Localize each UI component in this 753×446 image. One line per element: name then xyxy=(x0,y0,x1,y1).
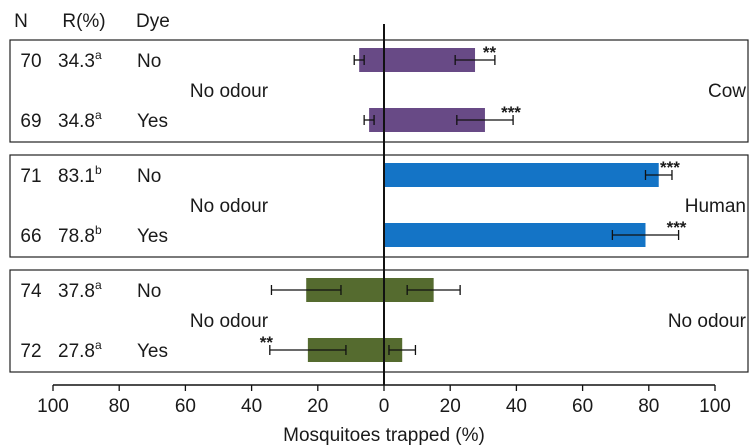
r-superscript: b xyxy=(95,163,102,177)
row-r-value: 34.3a xyxy=(58,48,102,72)
header-n: N xyxy=(14,11,28,32)
left-condition-label: No odour xyxy=(190,196,269,217)
right-condition-label: No odour xyxy=(668,311,747,332)
panel-frame xyxy=(9,269,749,373)
error-bar-right xyxy=(644,170,673,180)
r-value: 83.1 xyxy=(58,166,95,187)
row-n: 70 xyxy=(20,51,41,72)
left-condition-label: No odour xyxy=(190,81,269,102)
row-n: 66 xyxy=(20,226,41,247)
r-superscript: a xyxy=(95,108,102,122)
x-axis-title: Mosquitoes trapped (%) xyxy=(283,425,485,446)
x-tick-label: 100 xyxy=(699,396,731,417)
r-value: 37.8 xyxy=(58,281,95,302)
row-dye: Yes xyxy=(137,111,168,132)
error-bar-right xyxy=(454,55,496,65)
significance-label: *** xyxy=(660,158,680,177)
significance-label: ** xyxy=(483,43,497,62)
column-headers: N R(%) Dye xyxy=(14,11,170,32)
row-r-value: 78.8b xyxy=(58,223,102,247)
bar-right xyxy=(384,163,659,187)
row-dye: No xyxy=(137,51,161,72)
row-dye: Yes xyxy=(137,341,168,362)
row-r-value: 34.8a xyxy=(58,108,102,132)
error-bar-right xyxy=(611,230,680,240)
x-tick-label: 80 xyxy=(109,396,130,417)
error-bar-left xyxy=(270,285,342,295)
x-tick-label: 80 xyxy=(638,396,659,417)
bar-left xyxy=(369,108,384,132)
error-bar-right xyxy=(456,115,514,125)
r-value: 34.8 xyxy=(58,111,95,132)
row-n: 71 xyxy=(20,166,41,187)
right-condition-label: Cow xyxy=(708,81,746,102)
significance-label: *** xyxy=(667,218,687,237)
header-r: R(%) xyxy=(62,11,105,32)
x-tick-label: 60 xyxy=(572,396,593,417)
r-superscript: a xyxy=(95,48,102,62)
x-tick-label: 100 xyxy=(37,396,69,417)
r-value: 34.3 xyxy=(58,51,95,72)
r-superscript: a xyxy=(95,338,102,352)
left-condition-label: No odour xyxy=(190,311,269,332)
row-n: 74 xyxy=(20,281,42,302)
panel-frame xyxy=(9,154,749,258)
x-tick-label: 60 xyxy=(175,396,196,417)
header-dye: Dye xyxy=(136,11,170,32)
error-bar-right xyxy=(388,345,417,355)
row-n: 72 xyxy=(20,341,41,362)
significance-label: *** xyxy=(501,103,521,122)
row-r-value: 83.1b xyxy=(58,163,102,187)
panel-frame xyxy=(9,39,749,143)
row-dye: Yes xyxy=(137,226,168,247)
r-superscript: b xyxy=(95,223,102,237)
r-value: 27.8 xyxy=(58,341,95,362)
x-tick-label: 40 xyxy=(241,396,262,417)
r-value: 78.8 xyxy=(58,226,95,247)
row-dye: No xyxy=(137,281,161,302)
x-tick-label: 40 xyxy=(506,396,527,417)
row-n: 69 xyxy=(20,111,41,132)
row-dye: No xyxy=(137,166,161,187)
x-axis: 100 80 60 40 20 0 20 40 60 80 100 xyxy=(37,384,731,417)
error-bar-left xyxy=(363,115,375,125)
error-bar-right xyxy=(406,285,461,295)
x-tick-label: 20 xyxy=(307,396,328,417)
bar-right xyxy=(384,223,646,247)
error-bar-left xyxy=(269,345,347,355)
significance-label: ** xyxy=(260,333,274,352)
right-condition-label: Human xyxy=(685,196,746,217)
x-tick-label: 0 xyxy=(379,396,390,417)
row-r-value: 37.8a xyxy=(58,278,102,302)
error-bar-left xyxy=(353,55,365,65)
x-tick-label: 20 xyxy=(440,396,461,417)
bars: ************* xyxy=(260,24,687,385)
r-superscript: a xyxy=(95,278,102,292)
row-r-value: 27.8a xyxy=(58,338,102,362)
